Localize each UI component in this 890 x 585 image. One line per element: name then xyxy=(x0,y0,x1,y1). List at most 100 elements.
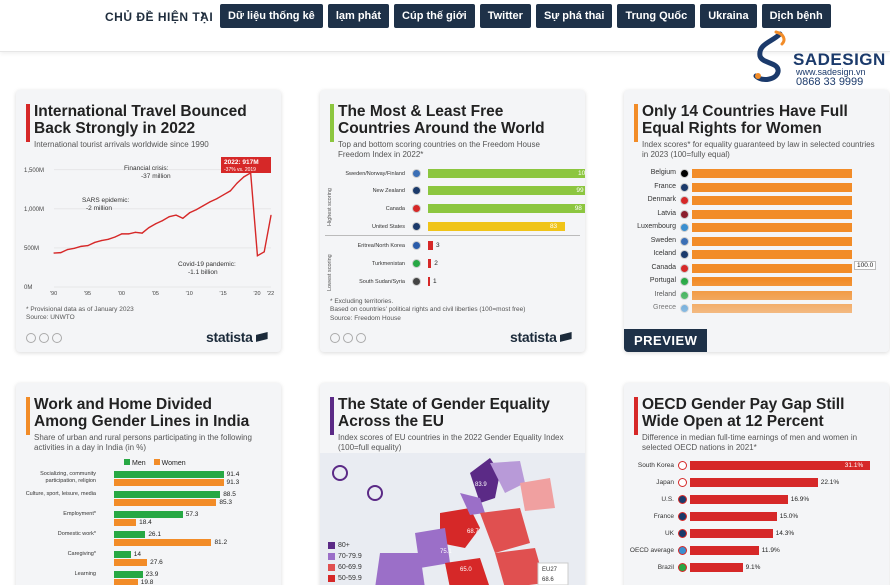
map-label: 68.6 xyxy=(542,577,554,583)
legend-item: 60-69.9 xyxy=(328,562,362,573)
bar-label: Belgium xyxy=(650,169,676,176)
card-subtitle: International tourist arrivals worldwide… xyxy=(34,140,209,149)
callout-box xyxy=(221,157,271,173)
x-tick-label: '95 xyxy=(84,291,91,297)
card-oecd[interactable]: OECD Gender Pay Gap Still Wide Open at 1… xyxy=(624,383,889,585)
oecd-bar-chart: South Korea 31.1% Japan 22.1% U.S. 16.9% Franc… xyxy=(624,461,889,585)
bar-value: 14 xyxy=(133,551,142,558)
card-title: OECD Gender Pay Gap Still Wide Open at 1… xyxy=(642,396,845,430)
data-point xyxy=(195,209,198,211)
india-bar-chart: Socializing, community participation, re… xyxy=(16,471,281,585)
data-point xyxy=(202,205,204,207)
flag-icon xyxy=(680,263,689,273)
bar xyxy=(428,186,585,195)
eu-map: 83.9 68.7 75.1 65.0 EU27 68.6 xyxy=(320,453,585,585)
topic-tag[interactable]: Dịch bệnh xyxy=(761,4,831,28)
data-point xyxy=(60,252,62,254)
flag-icon xyxy=(678,529,687,538)
license-icons xyxy=(26,333,62,343)
card-note-2: Based on countries' political rights and… xyxy=(330,306,526,313)
card-accent-bar xyxy=(330,104,334,142)
sadesign-logo[interactable]: SADESIGN www.sadesign.vn 0868 33 9999 xyxy=(750,30,885,90)
bar xyxy=(114,479,224,486)
statista-logo: statista xyxy=(206,329,268,345)
bar xyxy=(690,563,743,572)
card-travel[interactable]: International Travel Bounced Back Strong… xyxy=(16,90,281,352)
topic-tag[interactable]: Trung Quốc xyxy=(617,4,696,28)
map-label: EU27 xyxy=(542,567,558,573)
bar-value: 91.3 xyxy=(226,479,240,486)
bar-label: United States xyxy=(371,224,405,230)
x-tick-label: '22 xyxy=(267,291,274,297)
bar-value: 91.4 xyxy=(226,471,240,478)
card-freedom[interactable]: The Most & Least Free Countries Around t… xyxy=(320,90,585,352)
sadesign-logo-icon xyxy=(753,30,786,82)
bar xyxy=(114,559,148,566)
x-tick-label: '05 xyxy=(152,291,159,297)
flag-icon xyxy=(680,169,689,178)
bar-value: 81.2 xyxy=(214,539,228,546)
bar-label: Learning xyxy=(74,571,96,577)
legend-item: 50-59.9 xyxy=(328,573,362,584)
card-accent-bar xyxy=(330,397,334,435)
data-point xyxy=(236,182,238,184)
bar xyxy=(428,241,433,250)
flag-icon xyxy=(678,478,687,487)
bar-value: 100 xyxy=(578,170,585,177)
bar-label: Japan xyxy=(656,479,674,486)
bar-label: Canada xyxy=(651,263,676,271)
flag-icon xyxy=(412,186,421,195)
topic-tag[interactable]: Sự phá thai xyxy=(535,4,613,28)
bar xyxy=(114,579,138,585)
topic-tag[interactable]: lạm phát xyxy=(327,4,390,28)
data-point xyxy=(270,214,272,216)
map-label: 65.0 xyxy=(460,567,472,573)
bar xyxy=(114,539,212,546)
x-tick-label: '15 xyxy=(220,291,227,297)
bar-label: South Korea xyxy=(637,462,674,469)
bar-label: Iceland xyxy=(653,250,676,257)
bar-value: 85.3 xyxy=(219,499,233,506)
license-icons xyxy=(330,333,366,343)
logo-phone: 0868 33 9999 xyxy=(796,76,864,88)
bar-value: 11.9% xyxy=(761,547,780,554)
bar-value: 57.3 xyxy=(185,511,199,518)
bar xyxy=(692,182,852,192)
topic-bar-label: CHỦ ĐỀ HIỆN TẠI xyxy=(105,10,214,24)
x-tick-label: '90 xyxy=(50,291,57,297)
legend-swatch xyxy=(328,542,335,549)
bar xyxy=(428,222,565,231)
card-subtitle: Difference in median full-time earnings … xyxy=(642,433,858,452)
bar xyxy=(692,196,852,205)
flag-icon xyxy=(678,495,687,504)
chart-annotation: -37 million xyxy=(141,173,171,180)
bar xyxy=(692,250,852,259)
bar-label: U.S. xyxy=(661,496,674,503)
bar-label: OECD average xyxy=(629,547,674,554)
legend-women: Women xyxy=(153,459,186,467)
bar-label: Turkmenistan xyxy=(371,261,405,267)
logo-name: SADESIGN xyxy=(793,50,886,69)
bar xyxy=(690,546,759,555)
value-label: 100.0 xyxy=(854,261,877,270)
topic-tag[interactable]: Ukraina xyxy=(700,4,757,28)
topic-tag[interactable]: Cúp thế giới xyxy=(394,4,475,28)
y-tick-label: 1,000M xyxy=(24,207,44,213)
bar xyxy=(692,169,852,178)
bar-label: Luxembourg xyxy=(637,223,676,230)
card-women-rights[interactable]: Only 14 Countries Have Full Equal Rights… xyxy=(624,90,889,352)
topic-tag[interactable]: Twitter xyxy=(479,4,531,28)
card-eu[interactable]: The State of Gender Equality Across the … xyxy=(320,383,585,585)
group-label-low: Lowest scoring xyxy=(327,254,333,291)
flag-icon xyxy=(680,196,689,205)
card-india[interactable]: Work and Home Divided Among Gender Lines… xyxy=(16,383,281,585)
x-tick-label: '20 xyxy=(253,291,260,297)
card-subtitle: Index scores of EU countries in the 2022… xyxy=(338,433,564,452)
map-label: 75.1 xyxy=(440,549,452,555)
flag-icon xyxy=(680,223,689,232)
preview-badge[interactable]: PREVIEW xyxy=(624,329,708,352)
flag-icon xyxy=(680,209,689,219)
legend-label: 50-59.9 xyxy=(338,575,362,582)
bar xyxy=(114,531,146,538)
topic-tag[interactable]: Dữ liệu thống kê xyxy=(220,4,323,28)
